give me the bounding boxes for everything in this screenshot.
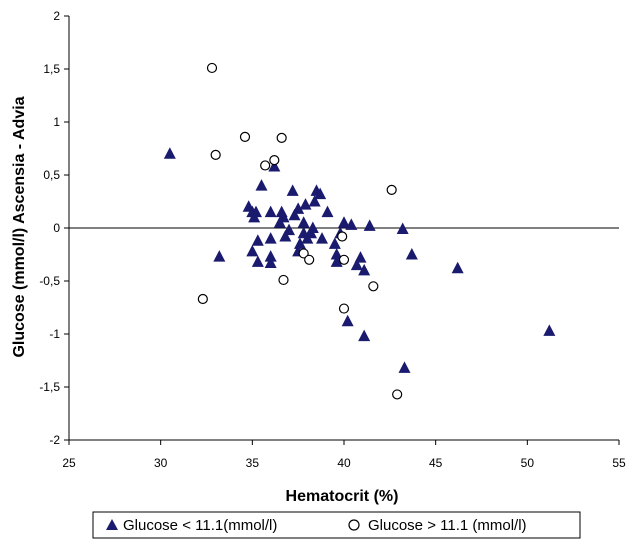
triangle-point	[350, 258, 363, 271]
circle-point	[206, 62, 218, 74]
circle-point	[338, 303, 350, 314]
circle-point	[210, 149, 221, 160]
legend-circle-icon	[348, 519, 360, 531]
x-tick-label: 35	[246, 456, 260, 470]
triangle-point	[297, 216, 310, 228]
circle-point	[337, 231, 348, 242]
triangle-point	[264, 232, 277, 244]
legend: Glucose < 11.1(mmol/l) Glucose > 11.1 (m…	[92, 511, 581, 539]
triangle-point	[543, 324, 556, 336]
triangle-point	[405, 248, 418, 260]
triangle-point	[288, 208, 301, 221]
triangle-point	[268, 160, 281, 172]
triangle-point	[354, 251, 367, 263]
circle-point	[197, 293, 208, 305]
plot-area: 25 30 35 40 45 50 55 2 1,5 1 0,5 0 -0,5 -1 -1,5 -2	[39, 9, 626, 470]
triangle-point	[328, 237, 341, 249]
triangle-point	[451, 261, 464, 274]
triangle-point	[341, 314, 354, 327]
triangle-point	[398, 361, 411, 373]
triangle-point	[358, 263, 371, 276]
triangle-point	[286, 184, 299, 196]
legend-label-series-2: Glucose > 11.1 (mmol/l)	[368, 517, 527, 534]
y-tick-label: -1,5	[39, 380, 60, 394]
x-tick-labels: 25 30 35 40 45 50 55	[62, 456, 626, 470]
x-axis-title: Hematocrit (%)	[286, 488, 399, 505]
circle-point	[338, 254, 350, 265]
y-tick-label: 0,5	[43, 168, 60, 182]
triangle-point	[358, 329, 371, 342]
legend-triangle-icon	[106, 519, 118, 530]
y-tick-labels: 2 1,5 1 0,5 0 -0,5 -1 -1,5 -2	[39, 9, 60, 447]
y-tick-marks	[64, 15, 69, 441]
triangle-point	[321, 205, 334, 218]
x-tick-label: 30	[154, 456, 168, 470]
triangle-point	[299, 198, 312, 210]
triangle-point	[163, 147, 176, 159]
y-tick-label: -1	[49, 327, 60, 341]
triangle-point	[316, 232, 328, 244]
triangle-point	[283, 223, 295, 236]
triangle-point	[264, 256, 277, 268]
triangle-point	[279, 229, 292, 242]
triangle-point	[264, 205, 277, 218]
x-tick-marks	[68, 440, 620, 445]
y-tick-label: 1	[53, 115, 60, 129]
data-markers	[163, 62, 556, 400]
triangle-point	[255, 179, 268, 191]
x-tick-label: 25	[62, 456, 76, 470]
x-tick-label: 55	[612, 456, 626, 470]
circle-point	[298, 248, 309, 259]
x-tick-label: 45	[429, 456, 443, 470]
circle-point	[269, 155, 280, 166]
x-tick-label: 40	[337, 456, 351, 470]
triangle-point	[213, 250, 226, 262]
triangle-point	[246, 244, 259, 257]
circle-point	[276, 132, 287, 143]
triangle-point	[308, 195, 321, 207]
circle-point	[386, 184, 397, 195]
circle-point	[239, 131, 251, 142]
circle-point	[260, 160, 271, 171]
triangle-point	[250, 205, 262, 218]
triangle-point	[314, 187, 327, 200]
y-tick-label: -0,5	[39, 274, 60, 288]
triangle-point	[330, 255, 343, 267]
triangle-point	[330, 248, 343, 260]
y-axis-title: Glucose (mmol/l) Ascensia - Advia	[11, 96, 28, 357]
y-tick-label: 0	[53, 221, 60, 235]
triangle-point	[294, 237, 306, 249]
triangle-point	[396, 222, 409, 235]
triangle-point	[306, 221, 319, 233]
y-tick-label: -2	[49, 433, 60, 447]
circle-point	[304, 254, 315, 265]
triangle-point	[251, 234, 264, 246]
triangle-point	[292, 202, 305, 214]
legend-box	[92, 511, 581, 539]
triangle-point	[251, 255, 264, 267]
triangle-point	[363, 219, 376, 231]
y-tick-label: 2	[53, 9, 60, 23]
y-tick-label: 1,5	[43, 62, 60, 76]
legend-label-series-1: Glucose < 11.1(mmol/l)	[123, 517, 277, 534]
triangle-point	[277, 210, 290, 223]
circle-point	[278, 274, 289, 286]
circle-point	[392, 389, 403, 400]
triangle-point	[338, 216, 350, 228]
triangle-point	[345, 218, 358, 230]
x-tick-label: 50	[521, 456, 535, 470]
circle-point	[368, 281, 379, 292]
triangle-point	[264, 250, 277, 262]
